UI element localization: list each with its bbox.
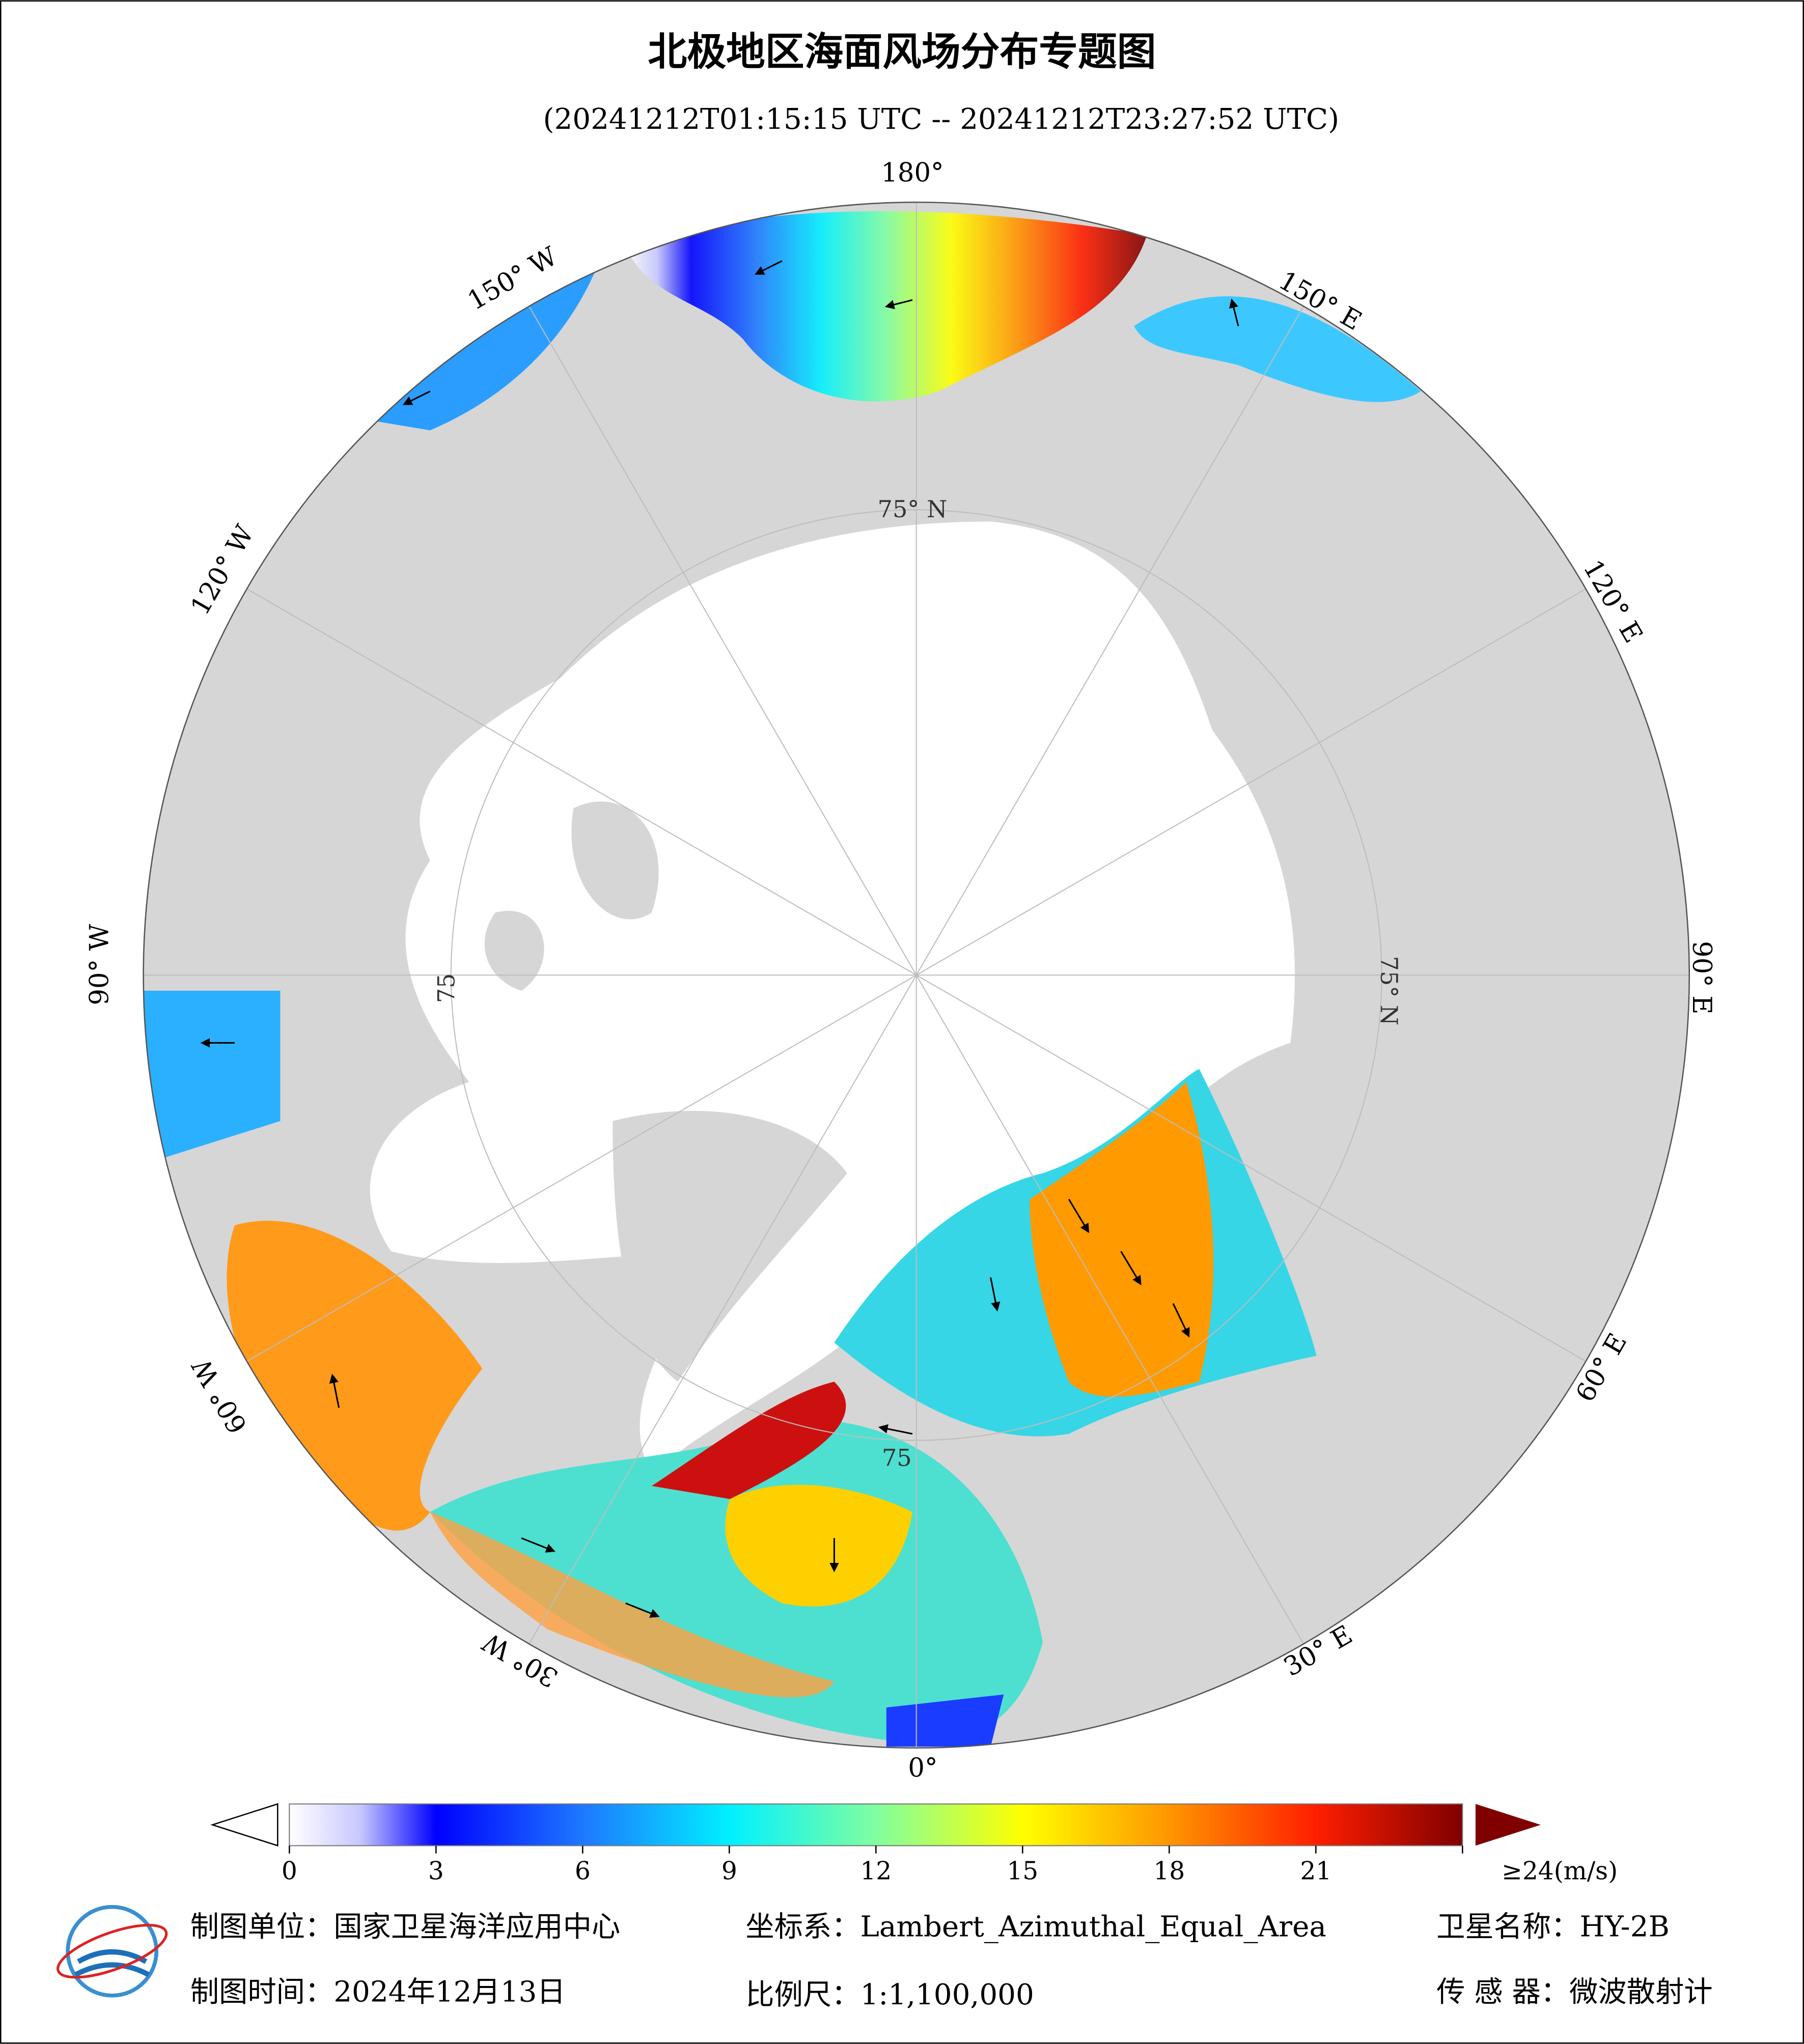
colorbar-tick-label: 18	[1153, 1857, 1185, 1886]
wind-field-norwegian	[1030, 1082, 1214, 1397]
colorbar-tick-label: ≥24(m/s)	[1502, 1857, 1618, 1886]
wind-field-okhotsk	[1134, 296, 1421, 402]
footer-crs: 坐标系：Lambert_Azimuthal_Equal_Area	[745, 1911, 1326, 1944]
colorbar-tick-label: 21	[1300, 1857, 1331, 1886]
wind-field-south	[430, 1512, 835, 1698]
map	[143, 202, 1689, 1748]
colorbar-under	[210, 1803, 279, 1847]
colorbar-tick-label: 3	[428, 1857, 444, 1886]
colorbar-tick-label: 15	[1007, 1857, 1038, 1886]
title: 北极地区海面风场分布专题图	[648, 29, 1156, 75]
map-border	[143, 201, 1690, 1749]
wind-arrows	[200, 260, 1239, 1618]
footer-date: 制图时间：2024年12月13日	[190, 1976, 566, 2009]
logo	[57, 1905, 168, 1998]
colorbar: 0 3 6 9 12 15 18 21 ≥24(m/s)	[210, 1803, 1618, 1886]
footer-unit: 制图单位：国家卫星海洋应用中心	[190, 1911, 620, 1944]
sea-ice	[370, 521, 1295, 1473]
wind-field-iceland	[725, 1485, 912, 1607]
colorbar-tick-label: 12	[860, 1857, 892, 1886]
meridians	[143, 202, 1689, 1748]
lat-label: 75	[882, 1444, 912, 1472]
wind-field-low	[886, 1694, 1004, 1747]
footer-sensor: 传 感 器：微波散射计	[1436, 1976, 1712, 2009]
lon-label: 90° W	[85, 924, 115, 1005]
wind-field-hudson	[143, 991, 281, 1160]
lon-label: 180°	[881, 158, 943, 188]
footer-scale: 比例尺：1:1,100,000	[745, 1978, 1034, 2011]
lat-label: 75° N	[1375, 956, 1403, 1026]
islands	[484, 801, 847, 1382]
colorbar-tick-label: 0	[282, 1857, 297, 1886]
wind-field-labrador	[227, 1220, 483, 1531]
lon-label: 0°	[908, 1753, 937, 1783]
wind-field-denmark-strait	[651, 1382, 846, 1499]
colorbar-tick-label: 6	[575, 1857, 591, 1886]
subtitle: (20241212T01:15:15 UTC -- 20241212T23:27…	[543, 103, 1340, 136]
wind-field-atlantic	[430, 1419, 1043, 1742]
colorbar-over	[1475, 1804, 1541, 1846]
footer-satellite: 卫星名称：HY-2B	[1436, 1911, 1670, 1944]
lat-label: 75° N	[878, 495, 948, 523]
colorbar-ramp	[289, 1803, 1463, 1846]
lat-label: 75	[433, 973, 460, 1003]
colorbar-tick-label: 9	[721, 1857, 737, 1886]
lon-label: 90° E	[1686, 941, 1717, 1014]
latitude-labels: 75° N 75° N 75 75	[433, 495, 1403, 1472]
